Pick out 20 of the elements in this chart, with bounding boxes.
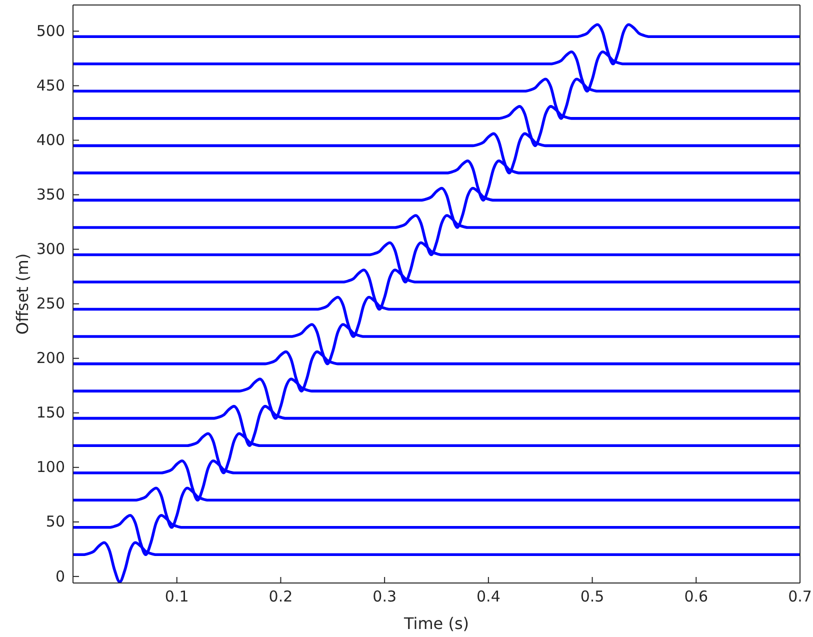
y-tick-label: 350 <box>36 186 65 204</box>
x-tick-label: 0.7 <box>788 588 812 606</box>
y-tick-label: 300 <box>36 240 65 258</box>
y-tick-label: 50 <box>46 512 65 531</box>
y-tick-label: 200 <box>36 349 65 368</box>
y-tick-label: 250 <box>36 294 65 313</box>
x-tick-label: 0.5 <box>580 588 604 606</box>
y-tick-label: 0 <box>55 567 65 586</box>
x-tick-label: 0.3 <box>372 588 396 606</box>
x-tick-label: 0.1 <box>164 588 189 606</box>
x-tick-label: 0.2 <box>268 588 293 606</box>
x-tick-label: 0.4 <box>476 588 500 606</box>
y-tick-label: 400 <box>36 131 65 150</box>
y-tick-label: 100 <box>36 458 65 476</box>
y-axis-title: Offset (m) <box>13 253 32 335</box>
y-tick-label: 450 <box>36 76 65 94</box>
y-tick-label: 150 <box>36 404 65 422</box>
x-tick-label: 0.6 <box>684 588 708 606</box>
x-axis-title: Time (s) <box>402 614 470 633</box>
y-tick-label: 500 <box>36 22 65 40</box>
